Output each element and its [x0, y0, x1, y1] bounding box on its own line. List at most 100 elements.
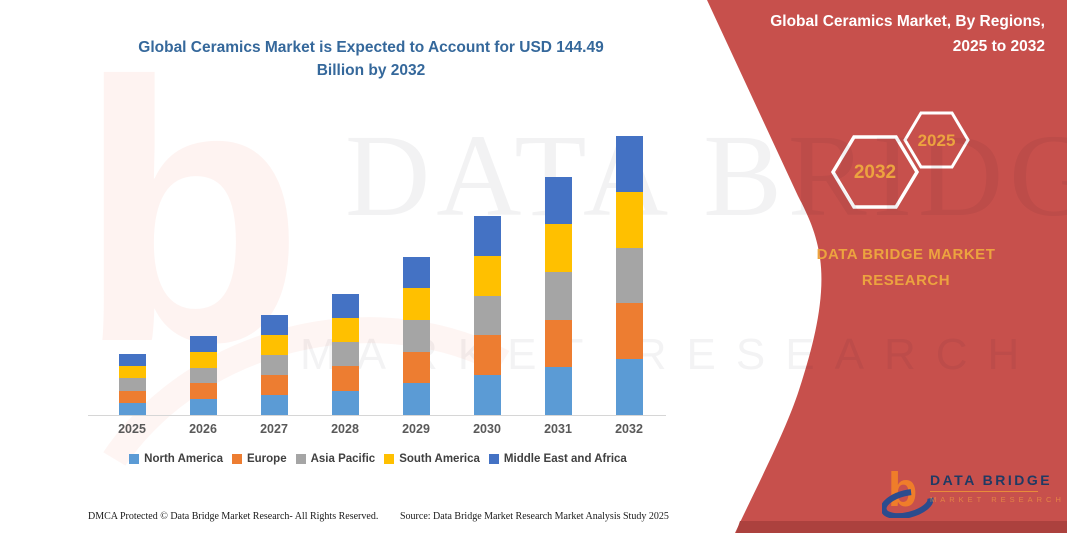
bar-2032 [615, 136, 643, 415]
side-panel-heading-line2: 2025 to 2032 [952, 37, 1045, 55]
legend-item-middle-east-and-africa: Middle East and Africa [488, 453, 627, 465]
x-axis-label-2028: 2028 [331, 422, 359, 436]
bar-segment-europe [118, 390, 146, 403]
bar-segment-europe [402, 351, 430, 384]
bar-segment-south-america [331, 317, 359, 343]
legend-item-europe: Europe [231, 453, 287, 465]
bar-segment-europe [615, 303, 643, 360]
legend-item-asia-pacific: Asia Pacific [295, 453, 375, 465]
legend-swatch [488, 454, 499, 464]
legend-label: Europe [246, 453, 287, 465]
bar-2028 [331, 293, 359, 415]
legend-label: Middle East and Africa [503, 453, 627, 465]
side-panel-brand-line2: RESEARCH [861, 272, 951, 290]
bar-segment-middle-east-and-africa [331, 293, 359, 318]
x-axis-labels: 2025 2026 2027 2028 2029 2030 2031 2032 [88, 422, 668, 440]
x-axis-label-2026: 2026 [189, 422, 217, 436]
bar-segment-middle-east-and-africa [544, 176, 572, 225]
chart-title-line2: Billion by 2032 [316, 62, 426, 80]
bar-segment-asia-pacific [615, 247, 643, 304]
bar-segment-south-america [402, 288, 430, 320]
logo-divider [930, 491, 1038, 492]
hexagon-year-2032: 2032 [853, 162, 897, 183]
side-panel-brand-text: DATA BRIDGE MARKET RESEARCH [771, 242, 1041, 295]
bar-segment-north-america [402, 383, 430, 415]
bar-segment-north-america [118, 402, 146, 415]
x-axis-label-2030: 2030 [473, 422, 501, 436]
logo-name: DATA BRIDGE [930, 472, 1053, 488]
chart-legend: North America Europe Asia Pacific South Ame… [78, 453, 678, 465]
bar-segment-asia-pacific [331, 342, 359, 367]
legend-swatch [295, 454, 306, 464]
bar-segment-south-america [473, 255, 501, 296]
bar-2031 [544, 176, 572, 415]
footer-source: Source: Data Bridge Market Research Mark… [400, 511, 669, 522]
bar-segment-north-america [331, 390, 359, 415]
bar-2025 [118, 354, 146, 415]
bar-segment-north-america [260, 394, 288, 415]
bar-segment-asia-pacific [260, 354, 288, 375]
watermark-text-primary: DATA BRIDGE [345, 110, 1067, 241]
bar-2026 [189, 336, 217, 415]
bar-segment-europe [544, 319, 572, 368]
bar-segment-middle-east-and-africa [615, 136, 643, 192]
x-axis-label-2025: 2025 [118, 422, 146, 436]
hexagon-2025 [903, 111, 970, 169]
bar-segment-south-america [615, 191, 643, 248]
bar-segment-asia-pacific [402, 319, 430, 352]
bar-2027 [260, 314, 288, 415]
bar-segment-europe [473, 335, 501, 376]
bar-segment-south-america [544, 224, 572, 272]
hexagon-2032 [830, 135, 920, 209]
side-panel-heading: Global Ceramics Market, By Regions, 2025… [715, 10, 1045, 60]
logo-text-block: DATA BRIDGE MARKET RESEARCH [930, 472, 1065, 504]
x-axis-label-2029: 2029 [402, 422, 430, 436]
side-panel-bottom-strip [736, 521, 1067, 533]
bar-segment-north-america [544, 367, 572, 415]
bar-segment-south-america [118, 366, 146, 379]
bar-segment-middle-east-and-africa [189, 336, 217, 352]
x-axis-label-2031: 2031 [544, 422, 572, 436]
legend-label: North America [144, 453, 223, 465]
bar-segment-north-america [615, 359, 643, 415]
bar-segment-middle-east-and-africa [402, 256, 430, 289]
legend-item-south-america: South America [384, 453, 480, 465]
side-panel-brand-line1: DATA BRIDGE MARKET [816, 246, 996, 263]
chart-title: Global Ceramics Market is Expected to Ac… [88, 36, 654, 83]
side-panel-red-region [707, 0, 1067, 533]
side-panel-heading-line1: Global Ceramics Market, By Regions, [770, 13, 1045, 30]
bar-segment-europe [189, 383, 217, 400]
bar-segment-south-america [189, 351, 217, 368]
chart-title-line1: Global Ceramics Market is Expected to Ac… [138, 39, 604, 56]
bar-segment-middle-east-and-africa [260, 314, 288, 335]
x-axis-label-2032: 2032 [615, 422, 643, 436]
logo-b-glyph-icon: b [882, 464, 934, 518]
bar-segment-asia-pacific [544, 271, 572, 320]
bar-segment-north-america [189, 399, 217, 415]
plot-area [88, 120, 668, 415]
svg-text:b: b [888, 464, 917, 517]
legend-swatch [384, 454, 395, 464]
logo-subtext: MARKET RESEARCH [930, 495, 1065, 504]
bar-segment-europe [260, 374, 288, 395]
bar-segment-south-america [260, 334, 288, 355]
legend-item-north-america: North America [129, 453, 223, 465]
bar-2029 [402, 256, 430, 415]
x-axis-line [88, 415, 666, 416]
footer-copyright: DMCA Protected © Data Bridge Market Rese… [88, 511, 379, 522]
bar-segment-asia-pacific [189, 367, 217, 384]
bar-segment-middle-east-and-africa [473, 216, 501, 256]
legend-swatch [231, 454, 242, 464]
bar-segment-north-america [473, 375, 501, 415]
x-axis-label-2027: 2027 [260, 422, 288, 436]
hexagon-year-2025: 2025 [917, 131, 956, 150]
bar-segment-middle-east-and-africa [118, 354, 146, 367]
bar-segment-asia-pacific [118, 378, 146, 391]
bar-segment-asia-pacific [473, 295, 501, 336]
legend-label: South America [399, 453, 480, 465]
decorative-white-arc [791, 201, 820, 395]
bar-2030 [473, 216, 501, 415]
legend-swatch [129, 454, 140, 464]
